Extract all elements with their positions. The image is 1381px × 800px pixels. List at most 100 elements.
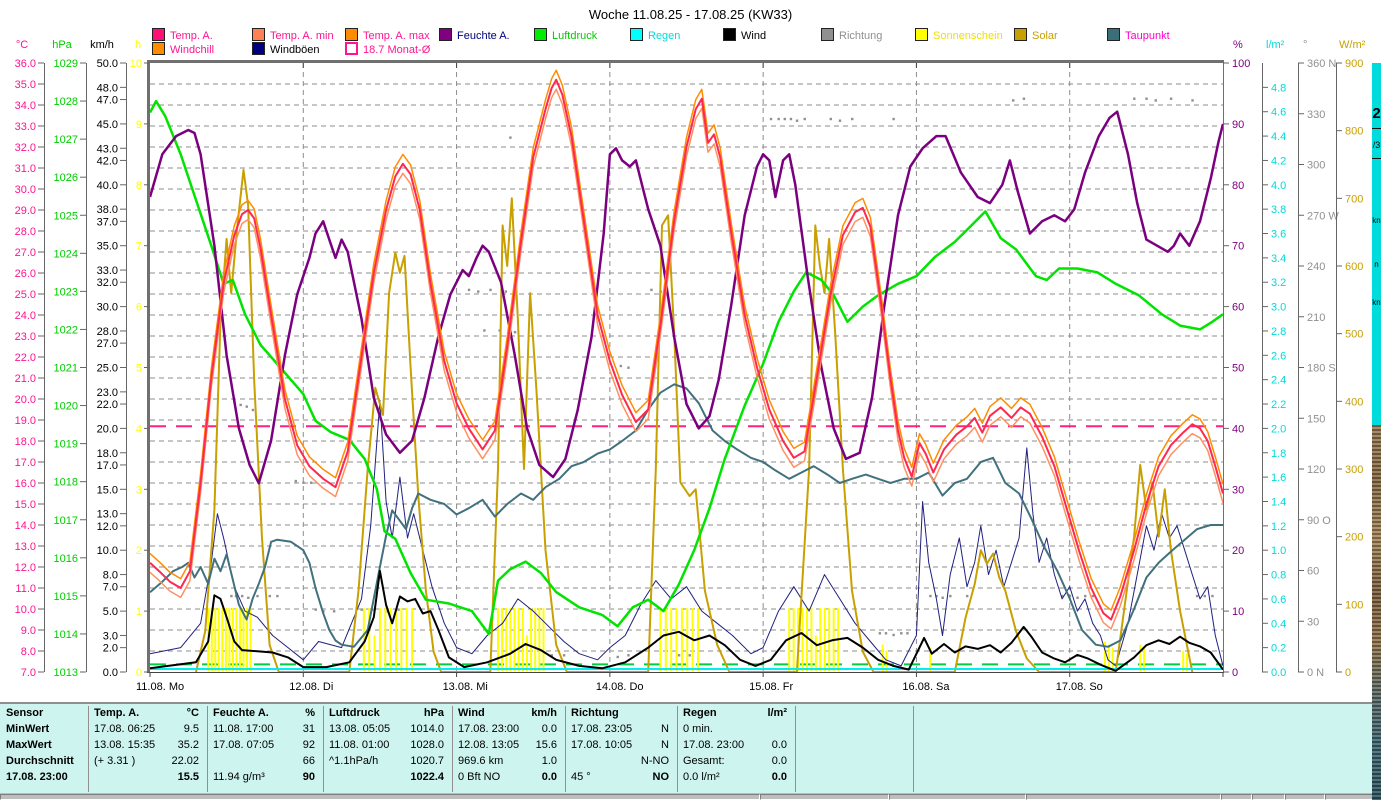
svg-text:35.0: 35.0 — [97, 241, 118, 253]
table-divider — [565, 706, 566, 792]
x-axis-labels: 11.08. Mo 12.08. Di 13.08. Mi 14.08. Do 15.0… — [136, 681, 1103, 693]
svg-text:50: 50 — [1232, 363, 1244, 375]
svg-text:300: 300 — [1307, 160, 1325, 172]
svg-text:8: 8 — [136, 180, 142, 192]
svg-text:240: 240 — [1307, 261, 1325, 273]
svg-text:2.0: 2.0 — [1271, 423, 1286, 435]
table-cell: Temp. A. — [94, 707, 140, 719]
legend-item-regen[interactable]: Regen — [630, 28, 680, 42]
svg-text:1015: 1015 — [54, 591, 78, 603]
svg-text:33.0: 33.0 — [97, 265, 118, 277]
legend-item-temp-a-min[interactable]: Temp. A. min — [252, 28, 334, 42]
table-cell: 15.5 — [177, 771, 199, 783]
axis-kmh: 50.0 48.047.0 45.0 43.042.0 40.0 38.037.0 35.0… — [90, 39, 127, 679]
svg-text:0: 0 — [1232, 667, 1238, 679]
svg-text:40: 40 — [1232, 423, 1244, 435]
svg-text:17.08. So: 17.08. So — [1056, 681, 1103, 693]
table-cell: 0.0 — [541, 771, 557, 783]
legend-item-temp-a-max[interactable]: Temp. A. max — [345, 28, 430, 42]
svg-text:12.08. Di: 12.08. Di — [289, 681, 333, 693]
svg-text:30: 30 — [1232, 484, 1244, 496]
table-cell: 13.08. 15:35 — [94, 739, 156, 751]
status-bar — [0, 793, 1373, 800]
legend-item-feuchte-a[interactable]: Feuchte A. — [439, 28, 510, 42]
luftdruck-swatch-icon — [534, 28, 547, 41]
table-divider — [323, 706, 324, 792]
legend-label: Sonnenschein — [933, 30, 1003, 42]
legend-item-temp-a[interactable]: Temp. A. — [152, 28, 213, 42]
svg-text:38.0: 38.0 — [97, 204, 118, 216]
table-cell: 66 — [302, 755, 315, 767]
svg-text:20.0: 20.0 — [15, 394, 36, 406]
table-cell: 31 — [302, 723, 315, 735]
legend-label: Feuchte A. — [457, 30, 510, 42]
table-cell: % — [305, 707, 315, 719]
axis-wm2: 900 800 700 600 500 400 300 200 100 0 W/m² — [1336, 39, 1366, 679]
svg-text:4.0: 4.0 — [1271, 180, 1286, 192]
legend-item-richtung[interactable]: Richtung — [821, 28, 882, 42]
table-cell: N — [661, 723, 669, 735]
svg-text:1.2: 1.2 — [1271, 521, 1286, 533]
svg-text:0.0: 0.0 — [1271, 667, 1286, 679]
status-bar-segment — [0, 794, 760, 800]
table-cell: (+ 3.31 ) — [94, 755, 136, 767]
svg-text:10.0: 10.0 — [15, 604, 36, 616]
legend-item-wind[interactable]: Wind — [723, 28, 766, 42]
stats-table: Sensor MinWert MaxWert Durchschnitt 17.08. 2… — [0, 702, 1372, 795]
svg-text:210: 210 — [1307, 312, 1325, 324]
monat-avg-swatch-icon — [345, 42, 358, 55]
svg-text:40.0: 40.0 — [97, 180, 118, 192]
table-divider — [88, 706, 89, 792]
svg-text:36.0: 36.0 — [15, 58, 36, 70]
svg-text:50.0: 50.0 — [97, 58, 118, 70]
legend-item-taupunkt[interactable]: Taupunkt — [1107, 28, 1170, 42]
svg-text:1023: 1023 — [54, 286, 78, 298]
svg-text:5.0: 5.0 — [103, 606, 118, 618]
svg-text:48.0: 48.0 — [97, 82, 118, 94]
legend-item-sonnenschein[interactable]: Sonnenschein — [915, 28, 1003, 42]
table-cell: Regen — [683, 707, 717, 719]
svg-text:200: 200 — [1345, 532, 1363, 544]
legend-item-windchill[interactable]: Windchill — [152, 42, 214, 56]
svg-text:l/m²: l/m² — [1266, 39, 1285, 51]
svg-text:33.0: 33.0 — [15, 121, 36, 133]
strip-white — [1372, 0, 1381, 63]
strip-text-fragment: n — [1374, 260, 1379, 269]
table-cell: 92 — [302, 739, 315, 751]
temp-a-min-swatch-icon — [252, 28, 265, 41]
strip-text-fragment: kn — [1372, 216, 1381, 225]
svg-text:0.0: 0.0 — [103, 667, 118, 679]
legend-item-solar[interactable]: Solar — [1014, 28, 1058, 42]
table-cell: 13.08. 05:05 — [329, 723, 391, 735]
svg-text:24.0: 24.0 — [15, 310, 36, 322]
svg-text:15.0: 15.0 — [15, 499, 36, 511]
background-window-strip: 2/3 kn n kn — [1372, 0, 1381, 800]
legend-item-monat-avg[interactable]: 18.7 Monat-Ø — [345, 42, 430, 56]
svg-text:1014: 1014 — [54, 629, 78, 641]
svg-text:0.4: 0.4 — [1271, 618, 1286, 630]
svg-text:18.0: 18.0 — [15, 436, 36, 448]
svg-text:15.0: 15.0 — [97, 484, 118, 496]
legend-item-windboeen[interactable]: Windböen — [252, 42, 320, 56]
svg-text:1.0: 1.0 — [1271, 545, 1286, 557]
strip-cyan — [1372, 63, 1381, 425]
axis-temp: 36.0 35.0 34.0 33.0 32.0 31.0 30.0 29.0 28.0 27.0… — [15, 39, 45, 679]
series-temp-max — [149, 69, 1224, 611]
strip-text-fragment: kn — [1372, 298, 1381, 307]
table-cell: N — [661, 739, 669, 751]
svg-text:120: 120 — [1307, 464, 1325, 476]
status-bar-segment — [889, 794, 1026, 800]
svg-text:60: 60 — [1232, 302, 1244, 314]
svg-text:42.0: 42.0 — [97, 155, 118, 167]
status-bar-segment — [760, 794, 889, 800]
table-cell: MaxWert — [6, 739, 52, 751]
svg-text:32.0: 32.0 — [15, 142, 36, 154]
legend-item-luftdruck[interactable]: Luftdruck — [534, 28, 597, 42]
legend-label: Temp. A. — [170, 30, 213, 42]
wind-swatch-icon — [723, 28, 736, 41]
svg-text:13.08. Mi: 13.08. Mi — [443, 681, 488, 693]
svg-text:1.8: 1.8 — [1271, 448, 1286, 460]
legend-label: Windböen — [270, 44, 320, 56]
svg-text:W/m²: W/m² — [1339, 39, 1366, 51]
svg-text:19.0: 19.0 — [15, 415, 36, 427]
